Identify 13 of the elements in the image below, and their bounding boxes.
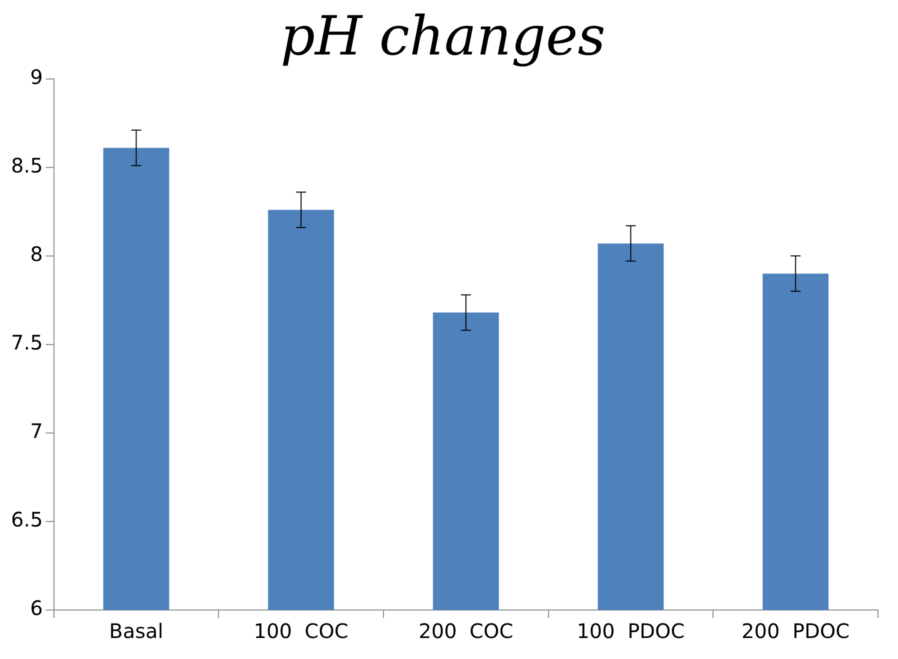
x-tick-label: 200 PDOC (742, 619, 850, 644)
x-tick-label: Basal (109, 619, 164, 644)
y-tick-label: 6 (30, 596, 43, 620)
y-tick-label: 8 (30, 242, 43, 266)
x-tick-label: 200 COC (418, 619, 514, 644)
y-tick-label: 8.5 (10, 154, 43, 178)
x-tick-label: 100 PDOC (576, 619, 685, 644)
x-tick-label: 100 COC (254, 619, 348, 644)
y-tick-label: 7.5 (10, 330, 43, 355)
y-tick-label: 9 (30, 65, 43, 90)
y-tick-label: 6.5 (10, 508, 43, 532)
y-tick-label: 7 (30, 419, 43, 444)
chart-title: pH changes (280, 4, 606, 68)
